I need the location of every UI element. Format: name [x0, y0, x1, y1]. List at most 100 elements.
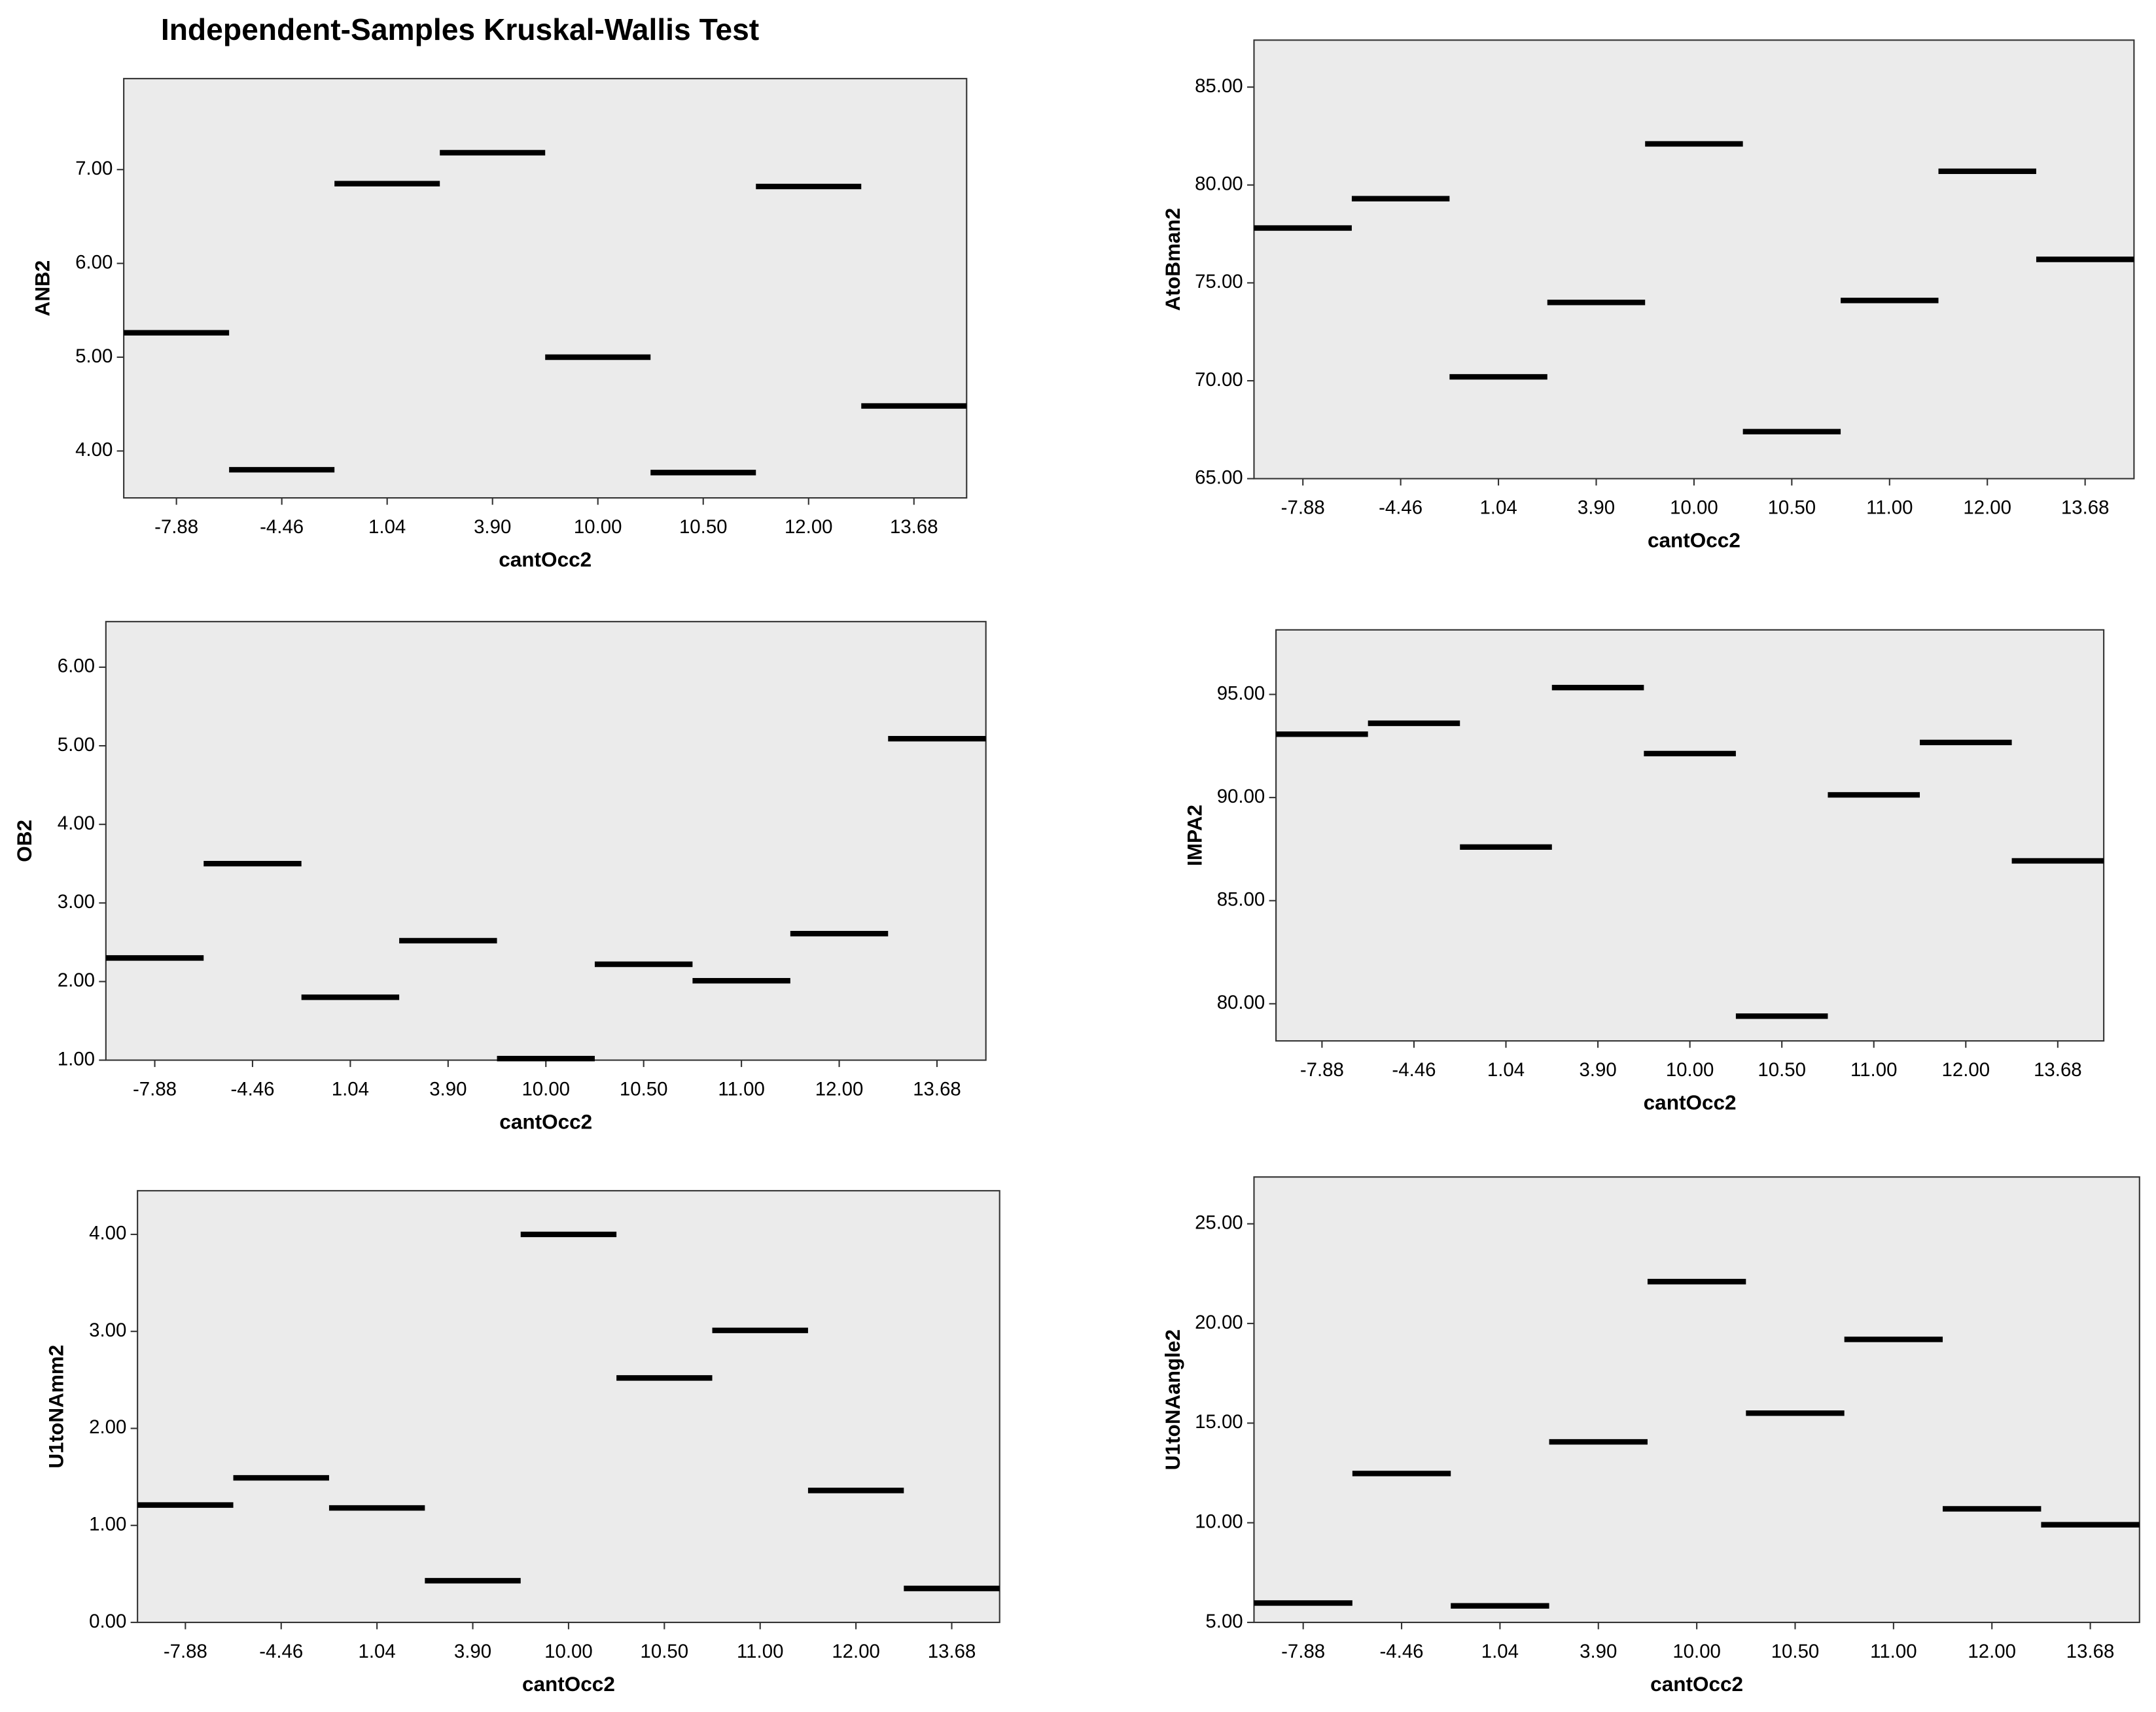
y-tick-label: 65.00	[1195, 466, 1243, 488]
y-axis-label: U1toNAmm2	[44, 1345, 68, 1469]
y-axis-label: OB2	[12, 820, 36, 862]
x-tick-label: 13.68	[890, 516, 938, 538]
y-tick-label: 4.00	[58, 812, 95, 834]
x-tick-label: 11.00	[1870, 1641, 1917, 1662]
y-tick-label: 4.00	[75, 439, 113, 461]
y-tick-label: 10.00	[1195, 1511, 1243, 1532]
y-tick-label: 4.00	[89, 1223, 126, 1244]
y-tick-label: 0.00	[89, 1611, 126, 1632]
x-tick-label: 13.68	[2034, 1059, 2082, 1081]
x-tick-label: 11.00	[718, 1079, 764, 1100]
x-tick-label: 3.90	[429, 1079, 467, 1100]
plot-area	[1253, 1176, 2140, 1624]
x-tick-label: 1.04	[1481, 1641, 1519, 1662]
x-tick-label: -4.46	[260, 516, 304, 538]
x-tick-label: -4.46	[1392, 1059, 1436, 1081]
x-tick-label: 1.04	[368, 516, 406, 538]
y-tick-label: 3.00	[89, 1319, 126, 1341]
plot-area	[123, 78, 968, 499]
x-tick-label: 1.04	[1487, 1059, 1525, 1081]
x-tick-label: 3.90	[1578, 497, 1615, 519]
y-tick-label: 2.00	[89, 1416, 126, 1438]
y-tick-label: 95.00	[1217, 682, 1265, 704]
x-tick-label: 12.00	[1942, 1059, 1990, 1081]
figure-title: Independent-Samples Kruskal-Wallis Test	[161, 12, 759, 46]
x-axis-label: cantOcc2	[1644, 1091, 1737, 1114]
y-tick-label: 6.00	[58, 655, 95, 677]
x-axis-label: cantOcc2	[499, 548, 592, 571]
y-axis-label: U1toNAangle2	[1161, 1329, 1184, 1470]
x-tick-label: -7.88	[1281, 1641, 1325, 1662]
x-tick-label: 3.90	[1579, 1059, 1616, 1081]
x-tick-label: 10.50	[1758, 1059, 1806, 1081]
x-tick-label: 12.00	[1963, 497, 2011, 519]
x-tick-label: 13.68	[2061, 497, 2110, 519]
x-tick-label: -4.46	[230, 1079, 274, 1100]
x-tick-label: 1.04	[1479, 497, 1517, 519]
y-tick-label: 90.00	[1217, 786, 1265, 807]
y-tick-label: 80.00	[1195, 173, 1243, 195]
y-tick-label: 75.00	[1195, 271, 1243, 292]
x-tick-label: 12.00	[785, 516, 833, 538]
x-tick-label: -7.88	[1300, 1059, 1344, 1081]
x-tick-label: 11.00	[1866, 497, 1913, 519]
y-tick-label: 7.00	[75, 158, 113, 179]
x-tick-label: 12.00	[815, 1079, 864, 1100]
x-tick-label: 3.90	[1580, 1641, 1617, 1662]
y-tick-label: 80.00	[1217, 992, 1265, 1013]
x-tick-label: -7.88	[154, 516, 198, 538]
y-tick-label: 25.00	[1195, 1212, 1243, 1234]
x-tick-label: 1.04	[332, 1079, 369, 1100]
x-tick-label: 12.00	[832, 1641, 880, 1662]
y-tick-label: 15.00	[1195, 1411, 1243, 1433]
x-tick-label: 10.00	[1670, 497, 1718, 519]
x-axis-label: cantOcc2	[1648, 529, 1741, 552]
x-tick-label: 10.50	[1768, 497, 1816, 519]
y-tick-label: 1.00	[89, 1514, 126, 1535]
x-tick-label: 10.00	[1666, 1059, 1714, 1081]
x-axis-label: cantOcc2	[499, 1110, 592, 1134]
x-tick-label: 10.50	[1771, 1641, 1820, 1662]
x-tick-label: -4.46	[1380, 1641, 1424, 1662]
y-tick-label: 85.00	[1217, 889, 1265, 911]
x-tick-label: 10.00	[521, 1079, 570, 1100]
x-tick-label: -4.46	[259, 1641, 303, 1662]
x-tick-label: 13.68	[928, 1641, 976, 1662]
x-tick-label: 10.50	[679, 516, 728, 538]
x-axis-label: cantOcc2	[522, 1672, 615, 1696]
y-tick-label: 1.00	[58, 1048, 95, 1070]
plot-area	[1275, 629, 2105, 1042]
y-tick-label: 5.00	[75, 345, 113, 367]
x-axis-label: cantOcc2	[1650, 1672, 1743, 1696]
x-tick-label: 12.00	[1968, 1641, 2016, 1662]
x-tick-label: 13.68	[913, 1079, 961, 1100]
plot-area	[1253, 39, 2135, 480]
y-tick-label: 70.00	[1195, 369, 1243, 391]
y-axis-label: IMPA2	[1183, 805, 1207, 866]
y-tick-label: 3.00	[58, 891, 95, 913]
x-tick-label: -7.88	[164, 1641, 207, 1662]
x-tick-label: 3.90	[474, 516, 511, 538]
x-tick-label: 10.00	[544, 1641, 593, 1662]
x-tick-label: 3.90	[454, 1641, 491, 1662]
x-tick-label: -7.88	[133, 1079, 177, 1100]
y-tick-label: 85.00	[1195, 75, 1243, 97]
y-tick-label: 5.00	[58, 734, 95, 756]
x-tick-label: -4.46	[1379, 497, 1423, 519]
x-tick-label: 10.50	[641, 1641, 689, 1662]
x-tick-label: 11.00	[737, 1641, 783, 1662]
x-tick-label: 10.00	[1672, 1641, 1721, 1662]
y-tick-label: 6.00	[75, 251, 113, 273]
y-axis-label: ANB2	[31, 260, 54, 317]
x-tick-label: 11.00	[1850, 1059, 1897, 1081]
x-tick-label: 13.68	[2066, 1641, 2115, 1662]
plot-area	[137, 1190, 1000, 1624]
x-tick-label: 10.50	[620, 1079, 668, 1100]
x-tick-label: 1.04	[359, 1641, 396, 1662]
plot-area	[105, 621, 987, 1061]
y-tick-label: 5.00	[1205, 1611, 1243, 1632]
x-tick-label: -7.88	[1281, 497, 1325, 519]
y-axis-label: AtoBman2	[1161, 208, 1184, 311]
